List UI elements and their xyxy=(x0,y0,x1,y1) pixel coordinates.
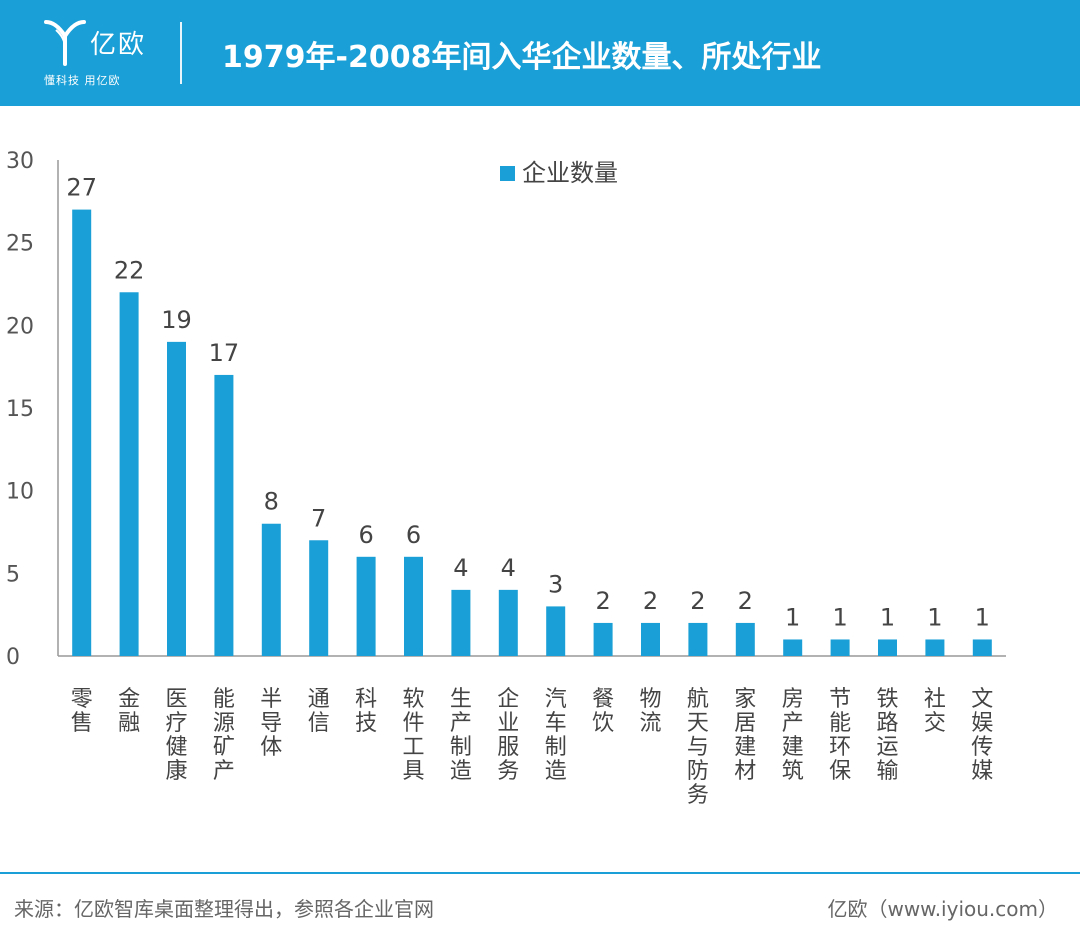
category-label: 家居建材 xyxy=(734,687,756,784)
y-tick-label: 30 xyxy=(6,149,34,174)
credit-note: 亿欧（www.iyiou.com） xyxy=(827,897,1058,921)
y-tick-label: 25 xyxy=(6,232,34,257)
data-label: 2 xyxy=(643,587,658,615)
bar xyxy=(688,622,708,656)
data-label: 6 xyxy=(406,521,421,549)
bar xyxy=(498,589,518,656)
bar xyxy=(214,374,234,656)
data-label: 1 xyxy=(832,603,847,631)
category-label: 医疗健康 xyxy=(165,687,187,784)
category-label: 通信 xyxy=(308,687,330,736)
data-label: 27 xyxy=(66,174,97,202)
y-tick-label: 15 xyxy=(6,397,34,422)
data-label: 1 xyxy=(975,603,990,631)
bar xyxy=(309,540,329,656)
data-label: 2 xyxy=(690,587,705,615)
page-title: 1979年-2008年间入华企业数量、所处行业 xyxy=(222,40,822,75)
bar xyxy=(925,639,945,656)
legend-label: 企业数量 xyxy=(522,159,618,187)
header-banner: 亿欧 懂科技 用亿欧 1979年-2008年间入华企业数量、所处行业 xyxy=(0,0,1080,106)
data-label: 22 xyxy=(114,256,145,284)
category-label: 零售 xyxy=(71,687,93,736)
category-label: 铁路运输 xyxy=(876,687,898,784)
bar xyxy=(735,622,755,656)
category-label: 科技 xyxy=(355,687,377,736)
bar xyxy=(404,556,423,656)
bar xyxy=(641,622,660,656)
category-label: 金融 xyxy=(118,687,140,736)
bar xyxy=(261,523,281,656)
legend-swatch xyxy=(500,166,515,181)
data-label: 6 xyxy=(358,521,373,549)
data-label: 17 xyxy=(209,339,240,367)
bar xyxy=(546,606,566,656)
header-divider xyxy=(180,22,182,84)
y-tick-label: 0 xyxy=(6,645,20,670)
logo: 亿欧 懂科技 用亿欧 xyxy=(38,14,148,94)
logo-y-icon xyxy=(44,20,86,66)
bar xyxy=(119,292,139,656)
category-label: 汽车制造 xyxy=(545,687,567,784)
bar-chart: 05101520253027零售22金融19医疗健康17能源矿产8半导体7通信6… xyxy=(6,149,1006,808)
category-label: 社交 xyxy=(924,687,946,736)
bar xyxy=(72,209,92,656)
data-label: 1 xyxy=(927,603,942,631)
category-label: 文娱传媒 xyxy=(971,687,993,784)
bar xyxy=(451,589,471,656)
y-tick-label: 5 xyxy=(6,562,20,587)
source-note: 来源：亿欧智库桌面整理得出，参照各企业官网 xyxy=(14,897,434,921)
y-tick-label: 10 xyxy=(6,480,34,505)
data-label: 4 xyxy=(501,554,516,582)
category-label: 节能环保 xyxy=(829,687,851,784)
bar xyxy=(878,639,897,656)
bar xyxy=(830,639,850,656)
category-label: 软件工具 xyxy=(402,687,424,784)
data-label: 19 xyxy=(161,306,192,334)
bar xyxy=(972,639,992,656)
data-label: 2 xyxy=(738,587,753,615)
y-tick-label: 20 xyxy=(6,314,34,339)
footer-divider xyxy=(0,872,1080,874)
category-label: 房产建筑 xyxy=(782,687,804,784)
bar xyxy=(783,639,803,656)
category-label: 航天与防务 xyxy=(687,687,709,808)
bar xyxy=(167,341,186,656)
category-label: 半导体 xyxy=(260,687,282,760)
category-label: 企业服务 xyxy=(497,687,519,784)
data-label: 3 xyxy=(548,570,563,598)
bar xyxy=(356,556,376,656)
category-label: 物流 xyxy=(639,687,661,736)
logo-slogan: 懂科技 用亿欧 xyxy=(44,74,121,87)
data-label: 2 xyxy=(595,587,610,615)
data-label: 1 xyxy=(880,603,895,631)
bar xyxy=(593,622,613,656)
category-label: 能源矿产 xyxy=(213,687,235,784)
data-label: 4 xyxy=(453,554,468,582)
category-label: 生产制造 xyxy=(450,687,472,784)
data-label: 1 xyxy=(785,603,800,631)
category-label: 餐饮 xyxy=(592,687,614,736)
logo-name: 亿欧 xyxy=(90,30,147,60)
data-label: 7 xyxy=(311,504,326,532)
data-label: 8 xyxy=(264,488,279,516)
